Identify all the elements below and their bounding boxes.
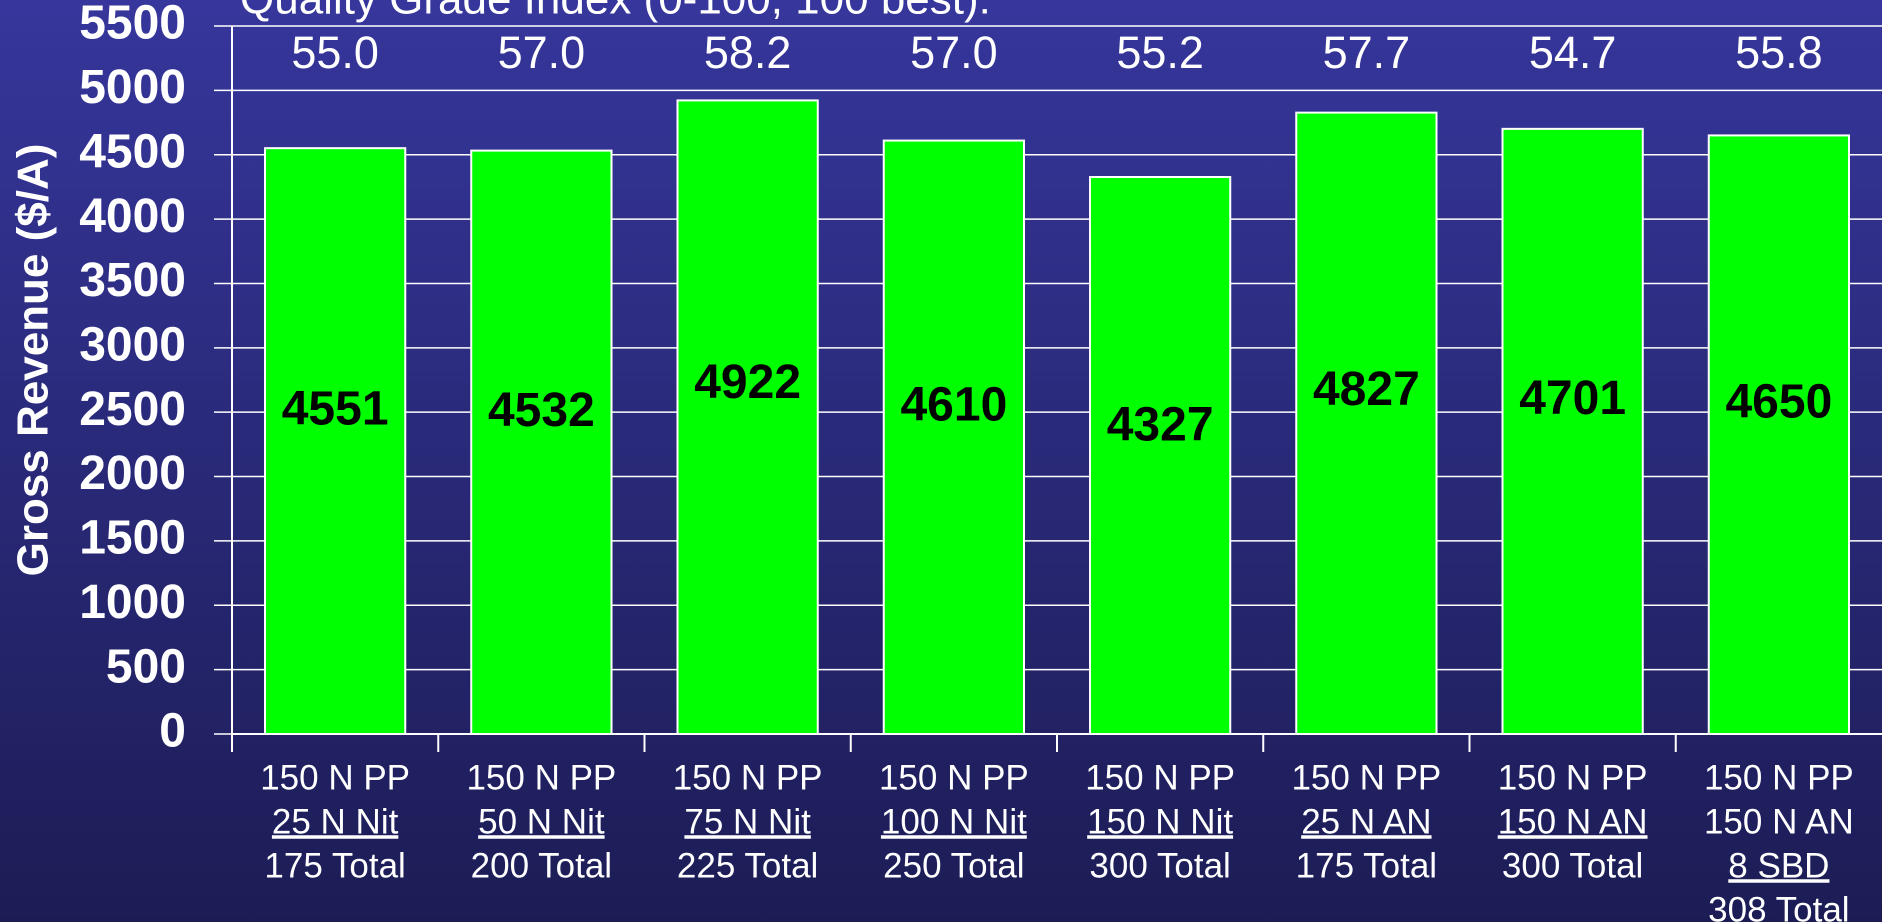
y-tick-label: 1000 (79, 576, 186, 629)
bar (1707, 134, 1850, 736)
x-tick-label: 75 N Nit (684, 802, 811, 841)
x-tick-label: 25 N AN (1301, 802, 1431, 841)
bar (882, 139, 1025, 736)
x-tick-label: 250 Total (883, 846, 1024, 885)
annotation: 57.0 (498, 27, 586, 78)
data-label: 4610 (900, 378, 1007, 431)
y-tick-label: 5500 (79, 0, 186, 50)
x-tick-label: 150 N PP (260, 758, 410, 797)
data-label: 4827 (1313, 363, 1420, 416)
y-tick-label: 4500 (79, 125, 186, 178)
x-tick-label: 225 Total (677, 846, 818, 885)
y-tick-label: 4000 (79, 190, 186, 243)
annotation: 57.7 (1323, 27, 1411, 78)
x-tick-label: 308 Total (1708, 890, 1849, 922)
bar (1501, 127, 1644, 735)
bar (264, 147, 407, 736)
bar (1089, 175, 1232, 736)
y-tick-label: 500 (106, 640, 186, 693)
x-tick-label: 150 N PP (466, 758, 616, 797)
x-tick-label: 50 N Nit (478, 802, 605, 841)
x-tick-label: 175 Total (264, 846, 405, 885)
data-label: 4532 (488, 384, 595, 437)
chart-title: Quality Grade Index (0-100, 100 best): (240, 0, 991, 24)
annotation: 57.0 (910, 27, 998, 78)
bar (676, 99, 819, 736)
x-tick-label: 150 N PP (1291, 758, 1441, 797)
data-label: 4327 (1107, 398, 1214, 451)
x-tick-label: 25 N Nit (272, 802, 399, 841)
y-tick-label: 3500 (79, 254, 186, 307)
bar (1295, 111, 1438, 735)
y-tick-label: 1500 (79, 512, 186, 565)
x-tick-label: 100 N Nit (881, 802, 1027, 841)
annotation: 55.8 (1735, 27, 1823, 78)
x-tick-label: 150 N AN (1498, 802, 1648, 841)
data-label: 4701 (1519, 372, 1626, 425)
data-label: 4551 (282, 382, 389, 435)
x-tick-label: 150 N PP (1085, 758, 1235, 797)
annotation: 54.7 (1529, 27, 1617, 78)
y-tick-label: 2000 (79, 447, 186, 500)
y-axis-label: Gross Revenue ($/A) (9, 144, 58, 577)
data-label: 4922 (694, 356, 801, 409)
x-tick-label: 300 Total (1089, 846, 1230, 885)
x-tick-label: 200 Total (471, 846, 612, 885)
x-tick-label: 150 N PP (673, 758, 823, 797)
y-tick-label: 5000 (79, 61, 186, 114)
annotation: 55.0 (291, 27, 379, 78)
annotation: 58.2 (704, 27, 792, 78)
x-tick-label: 175 Total (1296, 846, 1437, 885)
x-tick-label: 8 SBD (1728, 846, 1829, 885)
x-tick-label: 150 N Nit (1087, 802, 1233, 841)
x-tick-label: 150 N PP (1498, 758, 1648, 797)
data-label: 4650 (1725, 375, 1832, 428)
y-tick-label: 2500 (79, 383, 186, 436)
y-tick-label: 3000 (79, 318, 186, 371)
x-tick-label: 300 Total (1502, 846, 1643, 885)
x-tick-label: 150 N PP (1704, 758, 1854, 797)
y-tick-label: 0 (159, 705, 186, 758)
bar (470, 149, 613, 736)
annotation: 55.2 (1116, 27, 1204, 78)
x-tick-label: 150 N PP (879, 758, 1029, 797)
x-tick-label: 150 N AN (1704, 802, 1854, 841)
